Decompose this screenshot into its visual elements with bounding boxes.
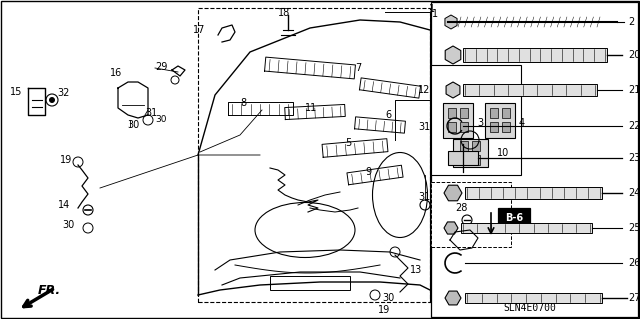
Text: 25: 25 (628, 223, 640, 233)
Text: 2: 2 (628, 17, 634, 27)
Bar (443, 102, 473, 137)
Text: 30: 30 (127, 120, 140, 130)
Text: 24: 24 (628, 188, 640, 198)
Bar (198, 8, 430, 302)
Text: 6: 6 (385, 110, 391, 120)
Text: 16: 16 (110, 68, 122, 78)
Bar (448, 122, 456, 132)
Bar (485, 102, 515, 137)
Text: 10: 10 (497, 148, 509, 158)
Bar (472, 155, 480, 165)
Bar (498, 208, 530, 228)
Bar (463, 84, 597, 96)
Bar (465, 187, 602, 199)
Text: 15: 15 (10, 87, 22, 97)
Bar (431, 2, 638, 317)
Text: 11: 11 (305, 103, 317, 113)
Text: 23: 23 (628, 153, 640, 163)
Bar (465, 293, 602, 303)
Text: 18: 18 (278, 8, 291, 18)
Bar (490, 108, 498, 118)
Text: 31: 31 (418, 122, 430, 132)
Text: 13: 13 (410, 265, 422, 275)
Text: FR.: FR. (38, 284, 61, 296)
Text: 19: 19 (60, 155, 72, 165)
Text: B-6: B-6 (505, 213, 523, 223)
Text: SLN4E0700: SLN4E0700 (504, 303, 556, 313)
Bar (452, 139, 488, 167)
Text: 1: 1 (432, 9, 438, 19)
Bar (431, 65, 521, 175)
Text: 9: 9 (365, 167, 371, 177)
Text: 19: 19 (378, 305, 390, 315)
Text: 22: 22 (628, 121, 640, 131)
Bar (502, 108, 510, 118)
Bar (463, 48, 607, 62)
Text: 17: 17 (193, 25, 205, 35)
Text: 26: 26 (628, 258, 640, 268)
Bar (490, 122, 498, 132)
Text: 5: 5 (345, 138, 351, 148)
Text: 31: 31 (418, 192, 430, 202)
Text: 27: 27 (628, 293, 640, 303)
Bar (461, 223, 592, 233)
Text: 28: 28 (455, 203, 467, 213)
Circle shape (49, 97, 55, 103)
Text: 3: 3 (477, 118, 483, 128)
Bar (448, 151, 478, 165)
Bar (431, 182, 511, 247)
Bar (460, 141, 468, 151)
Text: 31: 31 (145, 108, 157, 118)
Text: 20: 20 (628, 50, 640, 60)
Bar (460, 122, 468, 132)
Text: 1: 1 (429, 4, 435, 14)
Bar (270, 276, 350, 290)
Text: 14: 14 (58, 200, 70, 210)
Text: 30: 30 (155, 115, 166, 124)
Text: 4: 4 (519, 118, 525, 128)
Bar (502, 122, 510, 132)
Text: 32: 32 (57, 88, 69, 98)
Bar (460, 108, 468, 118)
Text: 29: 29 (155, 62, 168, 72)
Bar (448, 108, 456, 118)
Bar (460, 155, 468, 165)
Text: 7: 7 (355, 63, 361, 73)
Text: 21: 21 (628, 85, 640, 95)
Text: 8: 8 (240, 98, 246, 108)
Text: 30: 30 (382, 293, 394, 303)
Text: 12: 12 (418, 85, 430, 95)
Text: 30: 30 (62, 220, 74, 230)
Bar (472, 141, 480, 151)
